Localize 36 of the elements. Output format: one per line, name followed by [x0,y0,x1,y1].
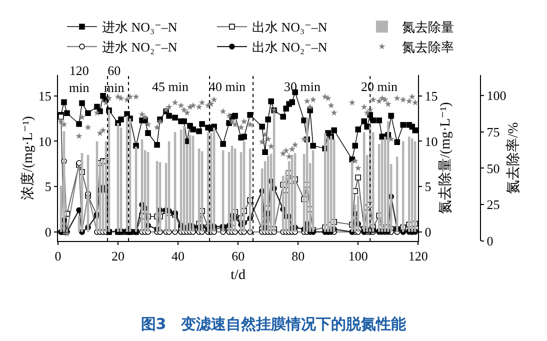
annotation: 45 min [152,79,189,94]
y-axis-title: 浓度/(mg·L⁻¹) [20,116,36,200]
y3-tick-label: 25 [486,197,500,212]
x-tick-label: 80 [292,248,305,264]
y-tick-label: 5 [44,179,52,194]
x-tick-label: 100 [348,248,368,264]
legend-label: 出水 NO₃⁻–N [252,20,328,35]
y3-tick-label: 75 [486,124,500,140]
x-axis-title: t/d [230,268,246,283]
y2-tick-label: 10 [424,134,438,149]
y-tick-label: 15 [38,88,52,104]
x-tick-label: 60 [232,248,245,264]
legend-label: 氮去除率 [402,40,454,55]
text: 图3 变滤速自然挂膜情况下的脱氮性能 [140,315,408,334]
y3-tick-label: 100 [486,88,506,103]
y2-tick-label: 15 [424,88,438,104]
x-tick-label: 20 [112,248,125,264]
legend-label: 进水 NO₃⁻–N [102,20,178,35]
annotation: 120 min [69,63,90,95]
y3-tick-label: 50 [486,160,500,176]
annotation: 60 min [104,63,125,95]
y-tick-label: 0 [44,224,52,240]
y3-axis-title: 氮去除率/% [506,122,522,194]
legend-label: 出水 NO₂⁻–N [252,40,328,55]
y2-tick-label: 0 [424,224,432,240]
x-tick-label: 0 [54,248,62,264]
x-tick-label: 120 [408,248,428,264]
y2-axis-title: 氮去除量/(mg·L⁻¹) [438,102,454,214]
annotation: 40 min [209,79,246,94]
annotation: 20 min [361,79,398,94]
y3-tick-label: 0 [486,234,494,249]
y-tick-label: 10 [38,134,52,149]
x-tick-label: 40 [172,248,185,264]
legend-label: 进水 NO₂⁻–N [102,40,178,55]
y2-tick-label: 5 [424,179,432,194]
legend-label: 氮去除量 [402,20,454,35]
